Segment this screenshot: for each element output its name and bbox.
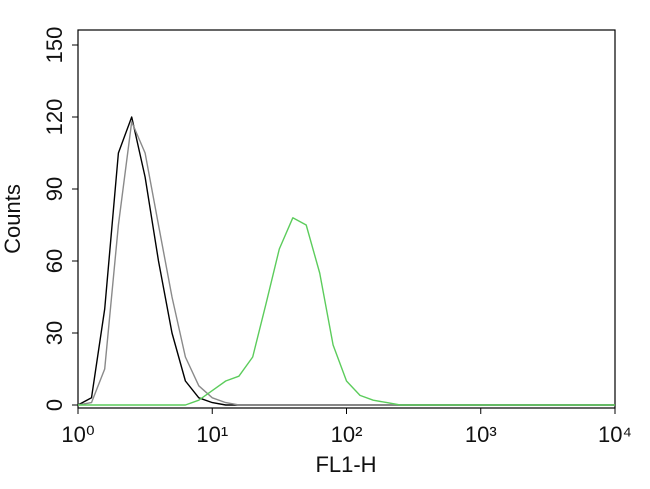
y-tick-label: 60 [42, 249, 67, 273]
x-tick-label: 10⁰ [61, 422, 94, 447]
y-tick-label: 120 [42, 99, 67, 136]
y-axis-label: Counts [0, 184, 25, 254]
series-line [77, 121, 615, 406]
y-tick-label: 30 [42, 321, 67, 345]
x-tick-label: 10¹ [196, 422, 228, 447]
x-tick-label: 10³ [465, 422, 497, 447]
y-tick-label: 90 [42, 177, 67, 201]
x-tick-label: 10² [331, 422, 363, 447]
x-axis-label: FL1-H [315, 452, 376, 477]
series-line [78, 217, 615, 406]
series-line [77, 116, 615, 406]
plot-frame [77, 29, 616, 409]
x-tick-label: 10⁴ [598, 422, 632, 447]
y-tick-label: 150 [42, 27, 67, 64]
y-tick-label: 0 [42, 399, 67, 411]
